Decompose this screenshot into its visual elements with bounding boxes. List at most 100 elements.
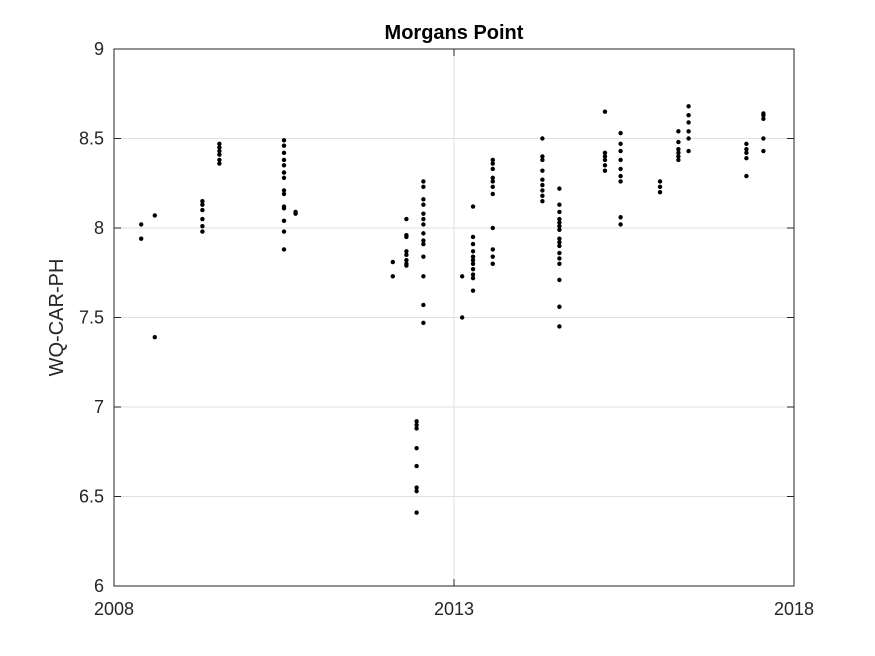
data-point bbox=[686, 136, 691, 141]
data-point bbox=[557, 261, 562, 266]
data-point bbox=[540, 193, 545, 198]
data-point bbox=[217, 152, 222, 157]
data-point bbox=[421, 197, 426, 202]
data-point bbox=[414, 426, 419, 431]
data-point bbox=[618, 130, 623, 136]
data-point bbox=[281, 191, 287, 197]
data-point bbox=[557, 236, 562, 241]
data-point bbox=[602, 150, 608, 156]
data-point bbox=[139, 222, 144, 227]
data-point bbox=[657, 184, 663, 190]
data-point bbox=[540, 188, 545, 193]
y-tick-label: 6.5 bbox=[79, 487, 104, 507]
data-point bbox=[281, 170, 287, 175]
data-point bbox=[557, 240, 562, 245]
data-point bbox=[657, 190, 663, 195]
data-point bbox=[557, 277, 562, 283]
data-point bbox=[421, 241, 426, 247]
chart-title: Morgans Point bbox=[385, 22, 524, 44]
data-point bbox=[414, 510, 419, 515]
data-point bbox=[421, 184, 426, 190]
data-point bbox=[540, 198, 545, 204]
data-point bbox=[281, 229, 287, 234]
data-point bbox=[421, 216, 426, 222]
data-point bbox=[470, 272, 476, 277]
data-point bbox=[602, 163, 608, 168]
data-point bbox=[490, 261, 495, 266]
data-point bbox=[686, 104, 691, 109]
data-point bbox=[540, 182, 545, 188]
data-point bbox=[459, 315, 465, 320]
data-point bbox=[744, 141, 749, 147]
data-point bbox=[557, 186, 562, 191]
data-point bbox=[557, 202, 562, 207]
y-tick-label: 6 bbox=[94, 576, 104, 596]
data-point bbox=[404, 249, 409, 254]
data-point bbox=[281, 247, 287, 252]
data-point bbox=[557, 209, 562, 215]
data-point bbox=[217, 141, 222, 147]
data-point bbox=[686, 148, 691, 154]
data-point bbox=[470, 204, 476, 209]
data-point bbox=[540, 177, 545, 182]
data-point bbox=[404, 252, 409, 258]
data-point bbox=[200, 202, 205, 207]
data-point bbox=[281, 138, 287, 143]
data-point bbox=[281, 188, 287, 193]
data-point bbox=[200, 198, 205, 204]
y-tick-label: 7 bbox=[94, 397, 104, 417]
data-point bbox=[618, 148, 623, 154]
data-point bbox=[676, 129, 681, 134]
data-point bbox=[676, 147, 681, 152]
data-point bbox=[390, 259, 395, 265]
data-point bbox=[414, 422, 419, 428]
data-point bbox=[217, 148, 222, 154]
data-point bbox=[557, 224, 562, 229]
data-point bbox=[761, 136, 766, 141]
data-point bbox=[281, 206, 287, 211]
data-point bbox=[200, 207, 205, 213]
data-point bbox=[470, 234, 476, 240]
data-point bbox=[744, 173, 749, 179]
data-point bbox=[470, 261, 476, 266]
data-point bbox=[200, 216, 205, 222]
y-axis-label: WQ-CAR-PH bbox=[46, 259, 68, 377]
data-point bbox=[152, 334, 157, 340]
data-point bbox=[676, 150, 681, 156]
data-point bbox=[281, 143, 287, 148]
data-point bbox=[490, 175, 495, 181]
x-axis: 2008 2013 2018 bbox=[94, 49, 814, 619]
data-point bbox=[414, 445, 419, 451]
data-point bbox=[470, 249, 476, 254]
data-point bbox=[421, 211, 426, 216]
data-point bbox=[200, 224, 205, 229]
data-point bbox=[602, 168, 608, 173]
data-point bbox=[618, 215, 623, 220]
data-point bbox=[470, 254, 476, 259]
data-point bbox=[490, 225, 495, 231]
data-point bbox=[557, 227, 562, 232]
data-point bbox=[540, 157, 545, 163]
data-point bbox=[744, 150, 749, 156]
y-tick-label: 9 bbox=[94, 39, 104, 59]
data-point bbox=[139, 236, 144, 241]
data-point bbox=[618, 141, 623, 147]
data-point bbox=[470, 266, 476, 272]
data-point bbox=[557, 256, 562, 261]
data-point bbox=[490, 157, 495, 163]
y-tick-label: 8 bbox=[94, 218, 104, 238]
data-point bbox=[421, 238, 426, 243]
data-point bbox=[602, 154, 608, 159]
data-point bbox=[200, 229, 205, 234]
data-point bbox=[686, 113, 691, 118]
data-point bbox=[470, 258, 476, 263]
data-point bbox=[676, 154, 681, 159]
data-point bbox=[744, 147, 749, 152]
y-tick-label: 8.5 bbox=[79, 129, 104, 149]
data-point bbox=[602, 157, 608, 163]
data-point bbox=[414, 488, 419, 494]
data-point bbox=[490, 247, 495, 252]
data-point bbox=[421, 202, 426, 207]
data-point bbox=[281, 218, 287, 224]
data-point bbox=[490, 184, 495, 190]
